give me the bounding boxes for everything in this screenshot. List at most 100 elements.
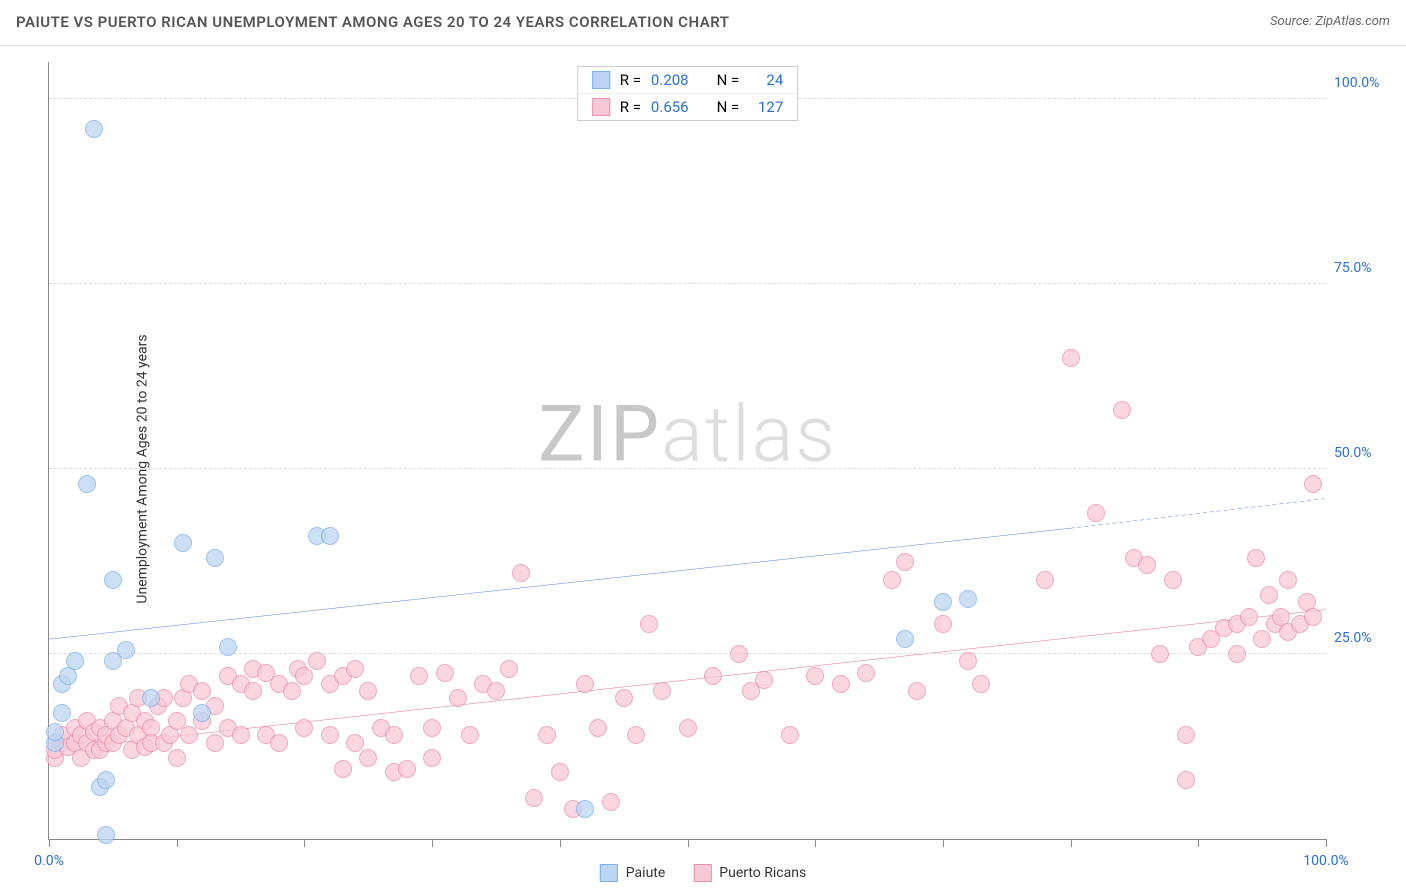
scatter-point-pr <box>551 763 569 781</box>
y-tick-label: 75.0% <box>1334 260 1394 276</box>
plot-wrapper: Unemployment Among Ages 20 to 24 years Z… <box>0 46 1406 892</box>
x-tick <box>1198 839 1199 847</box>
scatter-point-paiute <box>206 549 224 567</box>
scatter-point-pr <box>602 793 620 811</box>
scatter-point-pr <box>1151 645 1169 663</box>
legend-row-paiute: R = 0.208 N = 24 <box>578 67 798 93</box>
scatter-point-pr <box>232 726 250 744</box>
legend-item-paiute: Paiute <box>600 864 666 882</box>
y-tick-label: 50.0% <box>1334 445 1394 461</box>
scatter-point-paiute <box>321 527 339 545</box>
scatter-point-pr <box>1138 556 1156 574</box>
scatter-point-pr <box>359 749 377 767</box>
scatter-point-pr <box>500 660 518 678</box>
scatter-point-pr <box>679 719 697 737</box>
scatter-point-pr <box>704 667 722 685</box>
scatter-point-pr <box>1253 630 1271 648</box>
gridline <box>49 653 1326 654</box>
scatter-point-pr <box>1087 504 1105 522</box>
legend-n-label: N = <box>717 98 740 116</box>
scatter-point-pr <box>193 682 211 700</box>
scatter-point-pr <box>449 689 467 707</box>
x-tick <box>1326 839 1327 847</box>
scatter-point-pr <box>423 719 441 737</box>
legend-item-pr: Puerto Ricans <box>693 864 806 882</box>
legend-r-value-paiute: 0.208 <box>651 71 689 89</box>
scatter-point-paiute <box>142 689 160 707</box>
scatter-point-pr <box>423 749 441 767</box>
scatter-point-pr <box>857 664 875 682</box>
scatter-point-pr <box>436 664 454 682</box>
watermark-light: atlas <box>661 389 837 480</box>
legend-r-label: R = <box>620 98 641 116</box>
legend-label-paiute: Paiute <box>626 865 666 881</box>
x-tick <box>49 839 50 847</box>
scatter-point-pr <box>576 675 594 693</box>
scatter-point-pr <box>653 682 671 700</box>
scatter-point-pr <box>959 652 977 670</box>
scatter-point-paiute <box>53 704 71 722</box>
scatter-point-pr <box>1177 771 1195 789</box>
scatter-point-paiute <box>896 630 914 648</box>
scatter-point-pr <box>832 675 850 693</box>
legend-swatch-pr <box>592 98 610 116</box>
legend-swatch-pr <box>693 864 711 882</box>
scatter-point-paiute <box>959 590 977 608</box>
y-tick-label: 25.0% <box>1334 630 1394 646</box>
scatter-point-pr <box>525 789 543 807</box>
scatter-point-paiute <box>117 641 135 659</box>
scatter-point-pr <box>1036 571 1054 589</box>
scatter-point-pr <box>321 726 339 744</box>
scatter-point-pr <box>1304 608 1322 626</box>
scatter-point-pr <box>168 712 186 730</box>
scatter-point-paiute <box>46 723 64 741</box>
x-tick-label: 100.0% <box>1303 853 1348 869</box>
scatter-point-paiute <box>97 826 115 844</box>
chart-title: PAIUTE VS PUERTO RICAN UNEMPLOYMENT AMON… <box>16 13 730 31</box>
scatter-point-pr <box>1247 549 1265 567</box>
correlation-legend: R = 0.208 N = 24 R = 0.656 N = 127 <box>577 66 799 121</box>
scatter-point-paiute <box>576 800 594 818</box>
x-tick <box>815 839 816 847</box>
scatter-point-pr <box>346 660 364 678</box>
scatter-point-pr <box>487 682 505 700</box>
scatter-point-pr <box>730 645 748 663</box>
legend-n-value-paiute: 24 <box>749 71 783 89</box>
scatter-point-pr <box>270 734 288 752</box>
scatter-point-pr <box>168 749 186 767</box>
x-tick <box>304 839 305 847</box>
scatter-point-pr <box>461 726 479 744</box>
scatter-point-pr <box>244 682 262 700</box>
scatter-point-pr <box>640 615 658 633</box>
scatter-point-pr <box>1279 571 1297 589</box>
scatter-point-pr <box>180 726 198 744</box>
x-tick <box>1071 839 1072 847</box>
scatter-point-pr <box>410 667 428 685</box>
scatter-point-pr <box>283 682 301 700</box>
y-tick-label: 100.0% <box>1334 75 1394 91</box>
plot-area: ZIPatlas R = 0.208 N = 24 R = 0.656 N = … <box>48 62 1326 840</box>
scatter-point-pr <box>1304 475 1322 493</box>
scatter-point-paiute <box>97 771 115 789</box>
scatter-point-pr <box>1113 401 1131 419</box>
scatter-point-pr <box>1240 608 1258 626</box>
scatter-point-pr <box>206 734 224 752</box>
watermark-bold: ZIP <box>538 389 661 480</box>
scatter-point-pr <box>334 760 352 778</box>
scatter-point-pr <box>1228 645 1246 663</box>
gridline <box>49 468 1326 469</box>
scatter-point-pr <box>512 564 530 582</box>
scatter-point-pr <box>1062 349 1080 367</box>
series-legend: Paiute Puerto Ricans <box>600 864 806 882</box>
scatter-point-pr <box>538 726 556 744</box>
legend-r-label: R = <box>620 71 641 89</box>
legend-n-value-pr: 127 <box>749 98 783 116</box>
watermark: ZIPatlas <box>538 389 837 480</box>
legend-swatch-paiute <box>600 864 618 882</box>
legend-row-pr: R = 0.656 N = 127 <box>578 93 798 120</box>
x-tick <box>943 839 944 847</box>
scatter-point-pr <box>781 726 799 744</box>
scatter-point-pr <box>1260 586 1278 604</box>
scatter-point-pr <box>972 675 990 693</box>
scatter-point-pr <box>295 719 313 737</box>
